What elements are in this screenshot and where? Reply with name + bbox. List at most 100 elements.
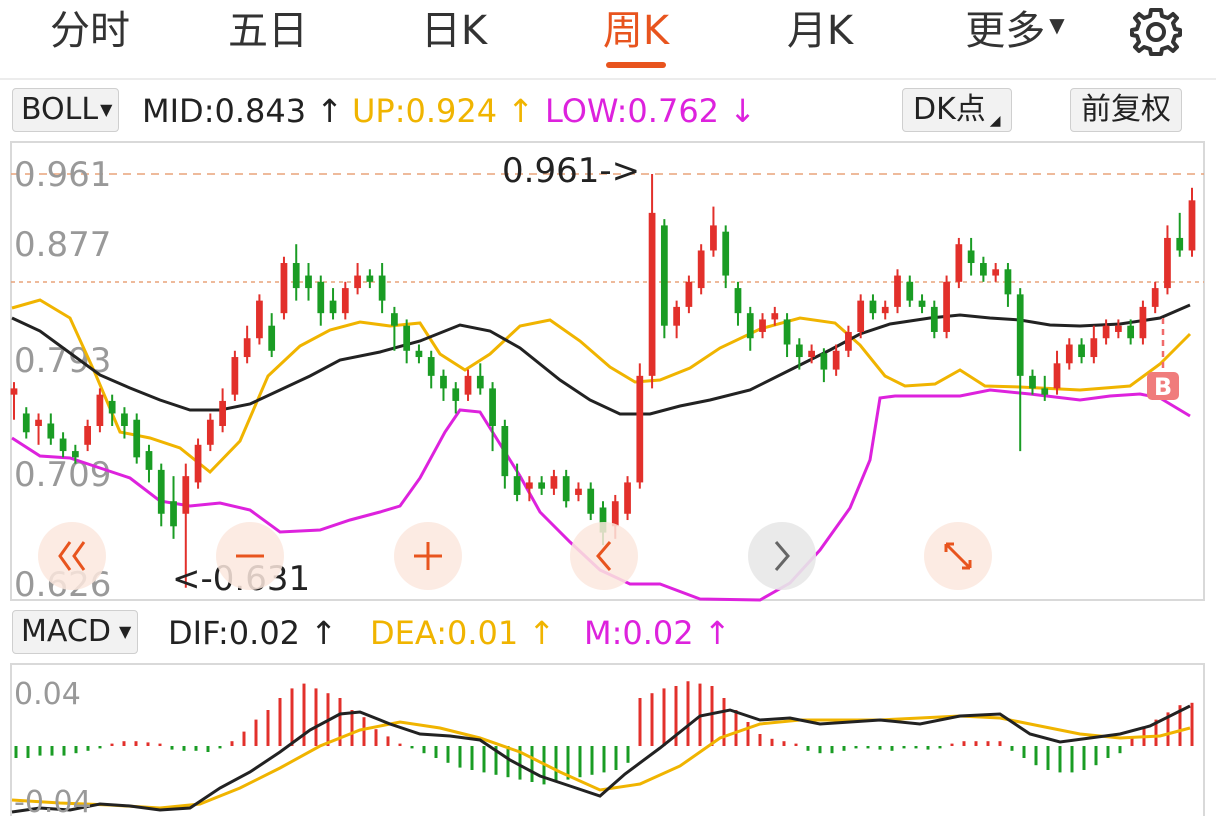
candle xyxy=(501,419,509,489)
buy-signal-badge[interactable] xyxy=(1147,372,1179,400)
y-tick-label: 0.961 xyxy=(14,155,111,195)
candle xyxy=(550,469,558,495)
tab-more[interactable]: 更多 ▼ xyxy=(950,6,1080,56)
candle xyxy=(734,281,742,326)
dk-point-button[interactable]: DK点 ◢ xyxy=(902,88,1012,132)
candlestick-chart[interactable]: 0.961 0.877 0.793 0.709 0.626 0.961-> <-… xyxy=(0,138,1216,604)
candle xyxy=(268,313,276,358)
candle xyxy=(1151,281,1159,314)
candle xyxy=(710,206,717,257)
candle xyxy=(219,388,226,433)
candle xyxy=(145,444,153,483)
macd-selector-label: MACD xyxy=(21,614,111,649)
candle xyxy=(10,382,18,420)
candle xyxy=(930,300,938,339)
candle xyxy=(918,294,926,314)
candle xyxy=(1188,187,1196,257)
candle xyxy=(440,369,447,401)
candle xyxy=(182,463,190,588)
candle xyxy=(1176,212,1184,257)
tab-five-day[interactable]: 五日 xyxy=(228,8,308,54)
candle xyxy=(1016,288,1024,452)
candle xyxy=(96,388,104,433)
zoom-out-button[interactable] xyxy=(216,522,284,590)
caret-down-icon: ▼ xyxy=(1049,13,1065,37)
candle xyxy=(697,244,705,295)
candle xyxy=(366,269,374,289)
candle xyxy=(820,348,828,383)
candle xyxy=(660,219,668,339)
candle xyxy=(685,275,693,314)
candle xyxy=(783,313,791,358)
boll-selector-label: BOLL xyxy=(21,92,99,127)
zoom-in-button[interactable] xyxy=(394,522,462,590)
boll-upper-line xyxy=(11,298,1192,475)
boll-lower-line xyxy=(11,388,1191,602)
y-tick-label: 0.04 xyxy=(14,677,81,712)
expand-icon xyxy=(944,542,972,570)
left-icon xyxy=(596,541,612,571)
candle xyxy=(305,263,312,301)
chart-frame xyxy=(10,663,1205,816)
candle xyxy=(538,476,546,495)
double-left-button[interactable] xyxy=(38,522,106,590)
scroll-left-button[interactable] xyxy=(570,522,638,590)
candle xyxy=(341,281,349,320)
candle xyxy=(832,344,840,376)
candle xyxy=(464,369,472,401)
candle xyxy=(157,463,165,527)
tab-weekly-k[interactable]: 周K xyxy=(602,8,670,54)
candle xyxy=(587,482,595,521)
candle xyxy=(575,482,582,502)
candle xyxy=(1053,350,1061,395)
y-tick-label: 0.877 xyxy=(14,225,111,265)
caret-down-icon: ▼ xyxy=(100,100,113,119)
tab-monthly-k[interactable]: 月K xyxy=(786,8,854,54)
candle xyxy=(1029,369,1036,395)
caret-down-icon: ▼ xyxy=(118,622,132,641)
candle xyxy=(1102,319,1110,345)
period-tabs: 分时 五日 日K 周K 月K 更多 ▼ xyxy=(0,0,1216,80)
candle xyxy=(943,275,950,339)
candle xyxy=(624,476,631,521)
fullscreen-button[interactable] xyxy=(924,522,992,590)
boll-selector[interactable]: BOLL ▼ xyxy=(12,88,120,132)
macd-chart[interactable]: 0.04 -0.04 xyxy=(0,662,1216,816)
forward-adjust-button[interactable]: 前复权 xyxy=(1070,88,1182,132)
candle xyxy=(133,413,141,464)
candle xyxy=(1115,319,1122,339)
candles-group xyxy=(10,174,1196,588)
y-tick-label: 0.709 xyxy=(14,455,111,495)
candle xyxy=(894,269,901,314)
candle xyxy=(845,325,852,358)
macd-selector[interactable]: MACD ▼ xyxy=(12,610,139,654)
candle xyxy=(526,476,533,502)
tab-daily-k[interactable]: 日K xyxy=(420,8,488,54)
macd-dea-value: DEA:0.01 ↑ xyxy=(370,614,556,652)
active-tab-indicator xyxy=(606,62,666,68)
boll-indicator-row: BOLL ▼ MID:0.843 ↑ UP:0.924 ↑ LOW:0.762 ↓… xyxy=(0,86,1216,138)
scroll-right-button[interactable] xyxy=(748,522,816,590)
candle xyxy=(1041,375,1049,401)
candle xyxy=(231,350,239,401)
candle xyxy=(403,319,411,364)
candle xyxy=(562,469,570,508)
candle xyxy=(992,263,1000,282)
tab-intraday[interactable]: 分时 xyxy=(50,8,130,54)
candle xyxy=(476,363,484,395)
boll-up-value: UP:0.924 ↑ xyxy=(352,92,535,130)
candle xyxy=(84,419,91,452)
candle xyxy=(980,256,987,282)
candle xyxy=(513,463,521,502)
candle xyxy=(292,244,300,301)
candle xyxy=(317,275,325,326)
candle xyxy=(256,294,263,345)
candle xyxy=(47,413,55,445)
gear-icon[interactable] xyxy=(1128,4,1184,60)
candle xyxy=(795,338,803,370)
macd-m-value: M:0.02 ↑ xyxy=(584,614,731,652)
candle xyxy=(206,413,214,452)
macd-bars-group xyxy=(14,681,1194,785)
candle xyxy=(108,394,116,426)
candle xyxy=(121,407,128,439)
